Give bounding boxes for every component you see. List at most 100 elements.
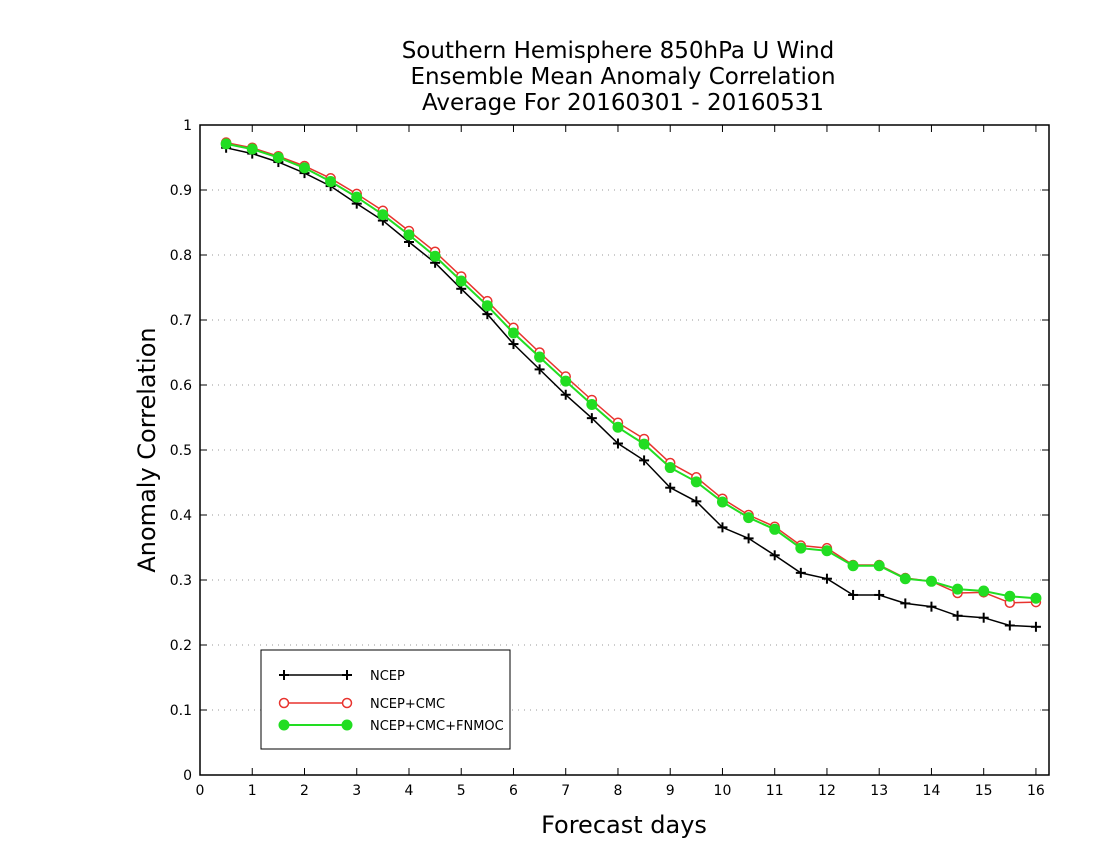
y-tick-label: 0.5 xyxy=(170,443,192,459)
series-ncep-cmc xyxy=(220,137,1042,608)
data-point-ncep-cmc-fnmoc xyxy=(1030,592,1042,604)
data-point-ncep xyxy=(1030,621,1041,632)
x-tick-label: 3 xyxy=(352,783,361,799)
x-tick-label: 0 xyxy=(196,783,205,799)
data-point-ncep xyxy=(639,455,650,466)
data-point-ncep xyxy=(560,389,571,400)
data-point-ncep-cmc-fnmoc xyxy=(612,421,624,433)
y-tick-label: 0.6 xyxy=(170,378,192,394)
chart-title-line-2: Ensemble Mean Anomaly Correlation xyxy=(410,64,835,90)
data-point-ncep-cmc-fnmoc xyxy=(1004,590,1016,602)
data-point-ncep-cmc-fnmoc xyxy=(377,209,389,221)
legend-marker-ncep xyxy=(279,670,289,680)
data-point-ncep-cmc-fnmoc xyxy=(978,585,990,597)
data-point-ncep-cmc-fnmoc xyxy=(769,523,781,535)
data-point-ncep xyxy=(926,601,937,612)
data-point-ncep xyxy=(952,610,963,621)
x-tick-label: 16 xyxy=(1027,783,1045,799)
data-point-ncep xyxy=(848,589,859,600)
data-point-ncep-cmc-fnmoc xyxy=(638,438,650,450)
x-tick-label: 8 xyxy=(614,783,623,799)
data-point-ncep xyxy=(978,612,989,623)
data-point-ncep-cmc-fnmoc xyxy=(246,143,258,155)
data-point-ncep xyxy=(665,482,676,493)
data-point-ncep xyxy=(821,573,832,584)
data-point-ncep-cmc-fnmoc xyxy=(351,191,363,203)
data-point-ncep xyxy=(586,413,597,424)
data-point-ncep xyxy=(795,567,806,578)
data-point-ncep-cmc-fnmoc xyxy=(821,545,833,557)
x-axis-label: Forecast days xyxy=(541,811,707,839)
data-point-ncep xyxy=(743,533,754,544)
y-axis-label: Anomaly Correlation xyxy=(133,327,161,572)
series-line-ncep-cmc xyxy=(225,141,1036,604)
data-point-ncep-cmc-fnmoc xyxy=(899,573,911,585)
x-tick-label: 4 xyxy=(405,783,414,799)
data-point-ncep xyxy=(874,589,885,600)
y-tick-label: 0.2 xyxy=(170,638,192,654)
x-tick-label: 2 xyxy=(300,783,309,799)
data-point-ncep-cmc-fnmoc xyxy=(664,462,676,474)
x-tick-label: 10 xyxy=(714,783,732,799)
series-line-ncep xyxy=(225,147,1036,628)
y-tick-label: 0.8 xyxy=(170,248,192,264)
chart-title-line-1: Southern Hemisphere 850hPa U Wind xyxy=(402,38,835,64)
chart-title-line-3: Average For 20160301 - 20160531 xyxy=(422,90,824,116)
x-tick-label: 5 xyxy=(457,783,466,799)
y-tick-label: 0 xyxy=(183,768,192,784)
legend-label-ncep-cmc-fnmoc: NCEP+CMC+FNMOC xyxy=(370,719,504,734)
chart-title: Southern Hemisphere 850hPa U Wind Ensemb… xyxy=(402,38,836,116)
x-tick-label: 7 xyxy=(561,783,570,799)
data-point-ncep xyxy=(691,496,702,507)
data-series xyxy=(220,137,1042,632)
y-tick-label: 0.3 xyxy=(170,573,192,589)
data-point-ncep xyxy=(534,364,545,375)
data-point-ncep-cmc-fnmoc xyxy=(743,512,755,524)
y-tick-label: 1 xyxy=(183,118,192,134)
x-tick-label: 12 xyxy=(818,783,836,799)
data-point-ncep xyxy=(769,550,780,561)
y-tick-label: 0.7 xyxy=(170,313,192,329)
legend-marker-ncep-cmc-fnmoc xyxy=(341,719,353,731)
data-point-ncep xyxy=(1004,620,1015,631)
x-tick-label: 6 xyxy=(509,783,518,799)
x-tick-label: 11 xyxy=(766,783,784,799)
data-point-ncep-cmc-fnmoc xyxy=(534,351,546,363)
y-axis-ticks: 0 0.1 0.2 0.3 0.4 0.5 0.6 0.7 0.8 0.9 1 xyxy=(170,118,1049,784)
data-point-ncep xyxy=(508,339,519,350)
data-point-ncep xyxy=(612,438,623,449)
data-point-ncep-cmc-fnmoc xyxy=(220,138,232,150)
x-tick-label: 9 xyxy=(666,783,675,799)
data-point-ncep-cmc-fnmoc xyxy=(481,300,493,312)
data-point-ncep-cmc-fnmoc xyxy=(560,375,572,387)
y-tick-label: 0.4 xyxy=(170,508,192,524)
legend-marker-ncep-cmc-fnmoc xyxy=(278,719,290,731)
legend: NCEP NCEP+CMC NCEP+CMC+FNMOC xyxy=(260,649,511,750)
data-point-ncep-cmc-fnmoc xyxy=(455,275,467,287)
data-point-ncep-cmc-fnmoc xyxy=(325,176,337,188)
x-tick-label: 13 xyxy=(870,783,888,799)
data-point-ncep-cmc-fnmoc xyxy=(716,496,728,508)
series-ncep-cmc-fnmoc xyxy=(220,138,1042,604)
x-tick-label: 15 xyxy=(975,783,993,799)
data-point-ncep-cmc-fnmoc xyxy=(690,476,702,488)
data-point-ncep xyxy=(717,522,728,533)
data-point-ncep-cmc-fnmoc xyxy=(429,250,441,262)
legend-label-ncep-cmc: NCEP+CMC xyxy=(370,697,445,712)
series-ncep xyxy=(221,142,1041,632)
data-point-ncep-cmc-fnmoc xyxy=(795,542,807,554)
data-point-ncep-cmc-fnmoc xyxy=(847,560,859,572)
data-point-ncep-cmc-fnmoc xyxy=(873,560,885,572)
data-point-ncep xyxy=(900,598,911,609)
data-point-ncep-cmc-fnmoc xyxy=(272,152,284,163)
legend-marker-ncep xyxy=(342,670,352,680)
data-point-ncep-cmc-fnmoc xyxy=(298,162,310,174)
legend-marker-ncep-cmc xyxy=(341,697,353,709)
legend-marker-ncep-cmc xyxy=(278,697,290,709)
x-tick-label: 14 xyxy=(923,783,941,799)
y-tick-label: 0.1 xyxy=(170,703,192,719)
series-line-ncep-cmc-fnmoc xyxy=(225,142,1036,600)
data-point-ncep-cmc-fnmoc xyxy=(507,327,519,339)
x-tick-label: 1 xyxy=(248,783,257,799)
